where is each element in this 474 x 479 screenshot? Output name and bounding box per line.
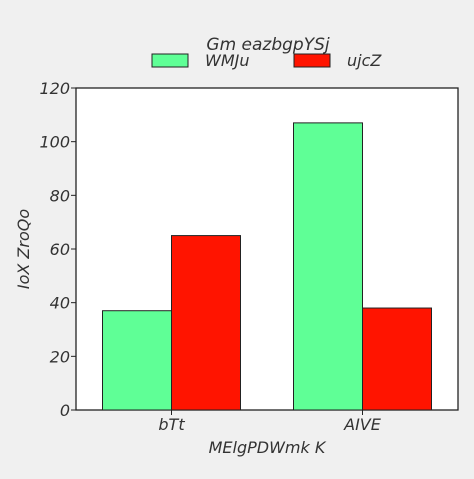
legend-label-wmju: WMJu xyxy=(205,51,249,70)
y-tick-label: 60 xyxy=(50,240,70,259)
legend-label-ujcz: ujcZ xyxy=(347,51,382,70)
bar-ujcz-aive xyxy=(362,307,432,411)
y-tick-label: 40 xyxy=(50,294,70,313)
bar-wmju-aive xyxy=(293,122,363,411)
legend-swatch-ujcz xyxy=(293,53,331,68)
x-tick-label: bTt xyxy=(158,415,185,434)
y-axis-ticks: 0 20 40 60 80 100 120 xyxy=(39,79,76,420)
x-axis-label: MElgPDWmk K xyxy=(209,438,327,457)
x-tick-label: AIVE xyxy=(343,415,382,434)
bar-wmju-btt xyxy=(102,310,172,411)
y-tick-label: 20 xyxy=(50,347,70,366)
x-axis-ticks: bTt AIVE xyxy=(158,410,382,434)
legend-swatch-wmju xyxy=(151,53,189,68)
legend-title: Gm eazbgpYSj xyxy=(206,35,329,55)
y-tick-label: 120 xyxy=(39,79,70,98)
bar-ujcz-btt xyxy=(171,235,241,411)
y-tick-label: 100 xyxy=(39,133,70,152)
bars xyxy=(102,122,432,411)
legend: Gm eazbgpYSj WMJu ujcZ xyxy=(151,35,382,70)
y-axis-label: IoX ZroQo xyxy=(14,209,33,289)
y-tick-label: 80 xyxy=(50,186,70,205)
y-tick-label: 0 xyxy=(60,401,70,420)
